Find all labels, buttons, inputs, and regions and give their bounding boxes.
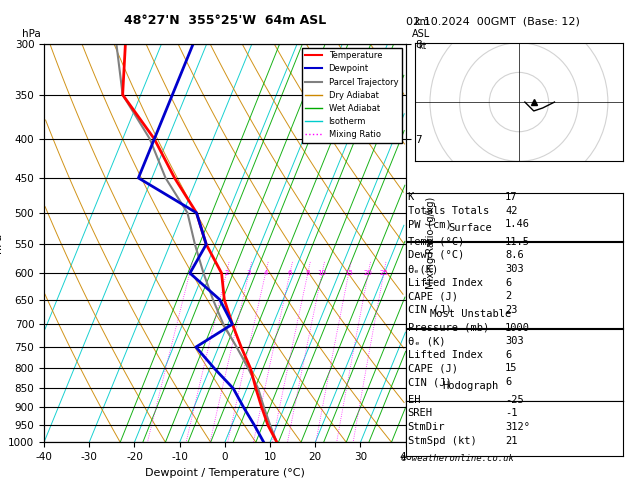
Text: Dewp (°C): Dewp (°C) [408, 250, 464, 260]
Text: 42: 42 [505, 206, 518, 216]
Text: 17: 17 [505, 192, 518, 202]
Y-axis label: hPa: hPa [0, 233, 3, 253]
Text: 6: 6 [505, 350, 511, 360]
X-axis label: Dewpoint / Temperature (°C): Dewpoint / Temperature (°C) [145, 468, 305, 478]
Text: -1: -1 [505, 408, 518, 418]
Text: SREH: SREH [408, 408, 433, 418]
Text: 6: 6 [287, 270, 292, 276]
Text: PW (cm): PW (cm) [408, 219, 452, 229]
Text: hPa: hPa [22, 29, 41, 39]
Text: K: K [408, 192, 414, 202]
Text: 8: 8 [306, 270, 310, 276]
Text: ≡: ≡ [413, 438, 421, 447]
Text: CIN (J): CIN (J) [408, 305, 452, 315]
Text: 3: 3 [247, 270, 251, 276]
Text: Lifted Index: Lifted Index [408, 350, 482, 360]
Text: 312°: 312° [505, 422, 530, 432]
Legend: Temperature, Dewpoint, Parcel Trajectory, Dry Adiabat, Wet Adiabat, Isotherm, Mi: Temperature, Dewpoint, Parcel Trajectory… [302, 48, 401, 142]
Text: θₑ (K): θₑ (K) [408, 336, 445, 346]
Text: CIN (J): CIN (J) [408, 377, 452, 387]
Text: 6: 6 [505, 278, 511, 288]
Text: ≡: ≡ [413, 343, 421, 351]
Text: ≡: ≡ [413, 320, 421, 329]
Text: 1000: 1000 [505, 323, 530, 332]
Text: 4: 4 [264, 270, 268, 276]
Text: 25: 25 [379, 270, 388, 276]
Text: 15: 15 [344, 270, 353, 276]
Text: 20: 20 [364, 270, 373, 276]
Text: ≡: ≡ [413, 421, 421, 430]
Text: ≡: ≡ [413, 364, 421, 373]
Text: 1.46: 1.46 [505, 219, 530, 229]
Text: kt: kt [418, 42, 426, 51]
Text: StmDir: StmDir [408, 422, 445, 432]
Text: 23: 23 [505, 305, 518, 315]
Text: ≡: ≡ [413, 403, 421, 412]
Text: 21: 21 [505, 435, 518, 446]
Text: © weatheronline.co.uk: © weatheronline.co.uk [401, 454, 515, 463]
Text: Hodograph: Hodograph [442, 381, 499, 391]
Text: Mixing Ratio (g/kg): Mixing Ratio (g/kg) [426, 197, 436, 289]
Text: EH: EH [408, 395, 420, 405]
Text: 2: 2 [505, 291, 511, 301]
Text: Lifted Index: Lifted Index [408, 278, 482, 288]
Text: 48°27'N  355°25'W  64m ASL: 48°27'N 355°25'W 64m ASL [124, 14, 326, 27]
Text: 10: 10 [318, 270, 326, 276]
Text: 303: 303 [505, 336, 524, 346]
Text: Temp (°C): Temp (°C) [408, 237, 464, 247]
Text: km
ASL: km ASL [412, 17, 431, 39]
Text: CAPE (J): CAPE (J) [408, 364, 457, 373]
Text: 6: 6 [505, 377, 511, 387]
Text: Surface: Surface [448, 223, 493, 233]
Text: 303: 303 [505, 264, 524, 274]
Text: ≡: ≡ [413, 384, 421, 393]
Text: 8.6: 8.6 [505, 250, 524, 260]
Text: ≡: ≡ [413, 295, 421, 304]
Text: 11.5: 11.5 [505, 237, 530, 247]
Text: ιιι: ιιι [415, 208, 423, 217]
Text: 1: 1 [187, 270, 192, 276]
Text: -25: -25 [505, 395, 524, 405]
Text: 15: 15 [505, 364, 518, 373]
Text: Pressure (mb): Pressure (mb) [408, 323, 489, 332]
Text: 2: 2 [224, 270, 228, 276]
Text: θₑ(K): θₑ(K) [408, 264, 439, 274]
Text: LCL: LCL [408, 424, 424, 433]
Text: Most Unstable: Most Unstable [430, 309, 511, 319]
Text: CAPE (J): CAPE (J) [408, 291, 457, 301]
Text: Totals Totals: Totals Totals [408, 206, 489, 216]
Text: StmSpd (kt): StmSpd (kt) [408, 435, 476, 446]
Text: 02.10.2024  00GMT  (Base: 12): 02.10.2024 00GMT (Base: 12) [406, 17, 579, 27]
